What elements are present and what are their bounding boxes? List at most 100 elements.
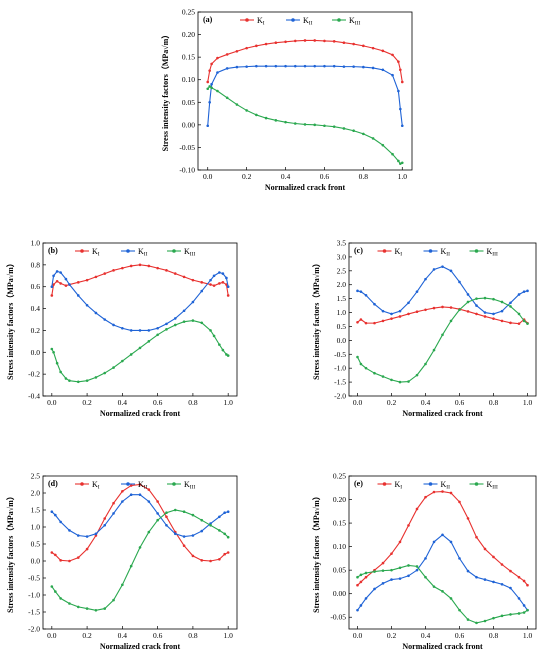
data-point-KI [390, 317, 393, 320]
x-tick-label: 1.0 [223, 631, 233, 640]
data-point-KI [284, 40, 287, 44]
data-point-KIII [225, 96, 229, 100]
data-point-KII [398, 577, 402, 580]
legend-label-KIII: KIII [487, 247, 498, 258]
y-tick-label: 0.25 [182, 8, 195, 17]
data-point-KI [147, 488, 151, 491]
data-point-KI [364, 321, 368, 325]
data-point-KI [517, 575, 521, 579]
data-point-KII [332, 64, 336, 68]
legend-marker [428, 482, 433, 486]
data-point-KI [216, 56, 219, 60]
data-point-KIII [85, 607, 89, 610]
data-point-KI [165, 515, 168, 519]
data-point-KII [64, 277, 68, 281]
data-point-KII [407, 574, 410, 578]
data-point-KIII [332, 125, 336, 128]
data-point-KIII [381, 375, 385, 378]
data-point-KIII [441, 590, 444, 593]
data-point-KIII [475, 621, 478, 625]
data-point-KII [191, 300, 195, 304]
data-point-KIII [356, 575, 359, 579]
data-point-KIII [59, 370, 62, 374]
data-point-KIII [381, 143, 385, 147]
y-tick-label: 1.5 [31, 506, 41, 515]
y-tick-label: -1.0 [28, 591, 40, 600]
data-point-KI [303, 39, 307, 42]
data-point-KIII [449, 319, 453, 323]
legend: KI KII KIII [75, 247, 195, 258]
data-point-KIII [103, 607, 107, 610]
y-tick-label: 0.0 [337, 336, 347, 345]
data-point-KIII [424, 575, 427, 579]
data-point-KI [156, 266, 159, 270]
data-point-KII [235, 65, 239, 69]
x-tick-label: 0.8 [188, 631, 198, 640]
data-point-KII [255, 64, 258, 68]
y-tick-label: 0.10 [182, 75, 195, 84]
plot-frame [348, 242, 537, 397]
data-point-KIII [165, 328, 168, 331]
legend-label-KII: KII [303, 16, 313, 27]
x-tick-label: 0.2 [82, 631, 92, 640]
data-point-KII [364, 597, 368, 600]
y-axis-title: Stress intensity factors（MPa√m） [311, 259, 321, 380]
data-point-KIII [138, 546, 142, 549]
data-point-KI [94, 275, 98, 279]
data-point-KII [509, 586, 512, 590]
y-tick-label: -0.5 [334, 350, 346, 359]
data-point-KII [381, 582, 385, 585]
data-point-KIII [364, 571, 368, 575]
data-point-KII [103, 318, 107, 321]
data-point-KIII [210, 86, 213, 90]
x-tick-label: 1.0 [523, 398, 533, 407]
data-point-KI [424, 495, 427, 499]
plot-frame [42, 242, 238, 397]
data-point-KI [500, 319, 504, 323]
data-point-KIII [121, 583, 124, 587]
data-point-KII [55, 270, 59, 273]
data-point-KII [381, 68, 385, 72]
y-tick-label: 2.5 [31, 472, 41, 481]
data-point-KII [68, 283, 71, 286]
data-point-KI [475, 535, 478, 539]
data-point-KIII [235, 103, 239, 106]
y-tick-label: 1.0 [337, 308, 347, 317]
data-point-KII [68, 529, 71, 532]
data-point-KII [121, 500, 124, 503]
x-tick-label: 0.0 [47, 631, 57, 640]
data-point-KIII [68, 602, 71, 605]
panel-label: (b) [48, 246, 58, 255]
y-axis-title: Stress intensity factors（MPa√m） [160, 31, 170, 152]
legend-marker [382, 249, 387, 253]
x-axis-title: Normalized crack front [402, 409, 483, 418]
data-point-KI [332, 40, 336, 43]
plot-frame [42, 475, 238, 630]
data-point-KIII [362, 132, 365, 136]
data-point-KI [85, 278, 89, 282]
x-tick-label: 1.0 [398, 172, 408, 181]
data-point-KI [293, 39, 297, 43]
data-point-KIII [112, 598, 115, 602]
data-point-KIII [76, 605, 80, 609]
y-tick-label: -1.0 [334, 364, 346, 373]
x-tick-label: 0.8 [188, 398, 198, 407]
data-point-KI [218, 282, 221, 285]
y-tick-label: 3.5 [337, 239, 347, 248]
data-point-KII [391, 73, 394, 77]
data-point-KII [441, 265, 444, 268]
y-tick-label: 0.25 [333, 472, 346, 481]
legend-label-KII: KII [138, 247, 148, 258]
plot-frame [197, 11, 413, 171]
data-point-KII [483, 578, 487, 581]
data-point-KIII [191, 513, 195, 517]
x-axis-title: Normalized crack front [265, 183, 346, 192]
data-point-KI [517, 322, 521, 325]
data-point-KI [55, 279, 59, 283]
data-point-KII [475, 575, 478, 579]
data-point-KI [208, 69, 211, 72]
data-point-KI [391, 53, 394, 57]
data-point-KII [129, 329, 133, 332]
data-point-KI [54, 553, 57, 557]
data-point-KIII [352, 129, 355, 133]
